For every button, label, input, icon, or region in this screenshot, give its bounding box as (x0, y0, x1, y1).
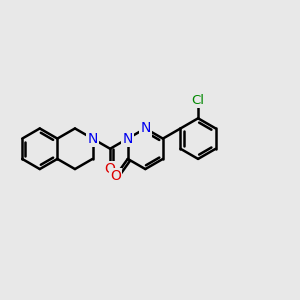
Text: O: O (110, 169, 121, 183)
Text: N: N (87, 132, 98, 145)
Text: N: N (122, 132, 133, 145)
Text: N: N (140, 122, 151, 136)
Text: Cl: Cl (192, 94, 205, 106)
Text: O: O (105, 162, 116, 176)
